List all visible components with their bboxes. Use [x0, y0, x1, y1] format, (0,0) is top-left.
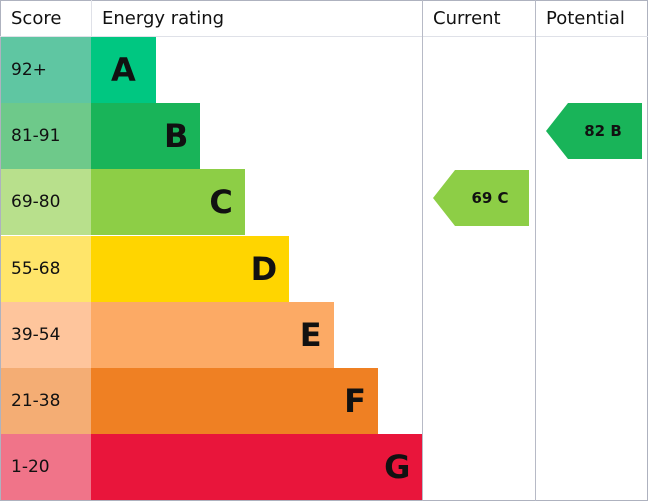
rating-bar-e: E: [91, 301, 334, 368]
current-arrow-shape: [433, 170, 529, 227]
score-range-d: 55-68: [1, 235, 91, 302]
potential-arrow-shape: [546, 103, 642, 160]
potential-rating-arrow: 82 B: [546, 103, 642, 160]
column-divider: [91, 0, 92, 37]
rating-bar-d: D: [91, 235, 290, 302]
score-range-a: 92+: [1, 37, 91, 103]
score-range-c: 69-80: [1, 169, 91, 236]
header-divider: [0, 36, 648, 37]
current-rating-arrow: 69 C: [433, 170, 529, 227]
score-range-e: 39-54: [1, 301, 91, 368]
header-current: Current: [433, 8, 501, 29]
rating-letter: F: [344, 382, 366, 420]
score-range-g: 1-20: [1, 434, 91, 501]
header-score: Score: [11, 8, 62, 29]
score-range-f: 21-38: [1, 368, 91, 434]
rating-bar-f: F: [91, 368, 378, 434]
current-rating-label: 69 C: [471, 189, 509, 208]
rating-letter: C: [209, 183, 233, 222]
rating-letter: D: [250, 249, 278, 288]
score-range-b: 81-91: [1, 103, 91, 170]
potential-rating-label: 82 B: [584, 122, 622, 141]
rating-letter: G: [384, 448, 411, 487]
rating-bar-b: B: [91, 103, 201, 170]
rating-letter: A: [111, 51, 136, 89]
header-potential: Potential: [546, 8, 625, 29]
column-divider: [535, 0, 536, 501]
rating-bar-c: C: [91, 169, 245, 236]
header-energy-rating: Energy rating: [102, 8, 225, 29]
rating-bar-g: G: [91, 434, 423, 501]
rating-letter: B: [164, 117, 189, 156]
rating-letter: E: [299, 315, 322, 354]
column-divider: [422, 0, 423, 501]
rating-bar-a: A: [91, 37, 156, 103]
